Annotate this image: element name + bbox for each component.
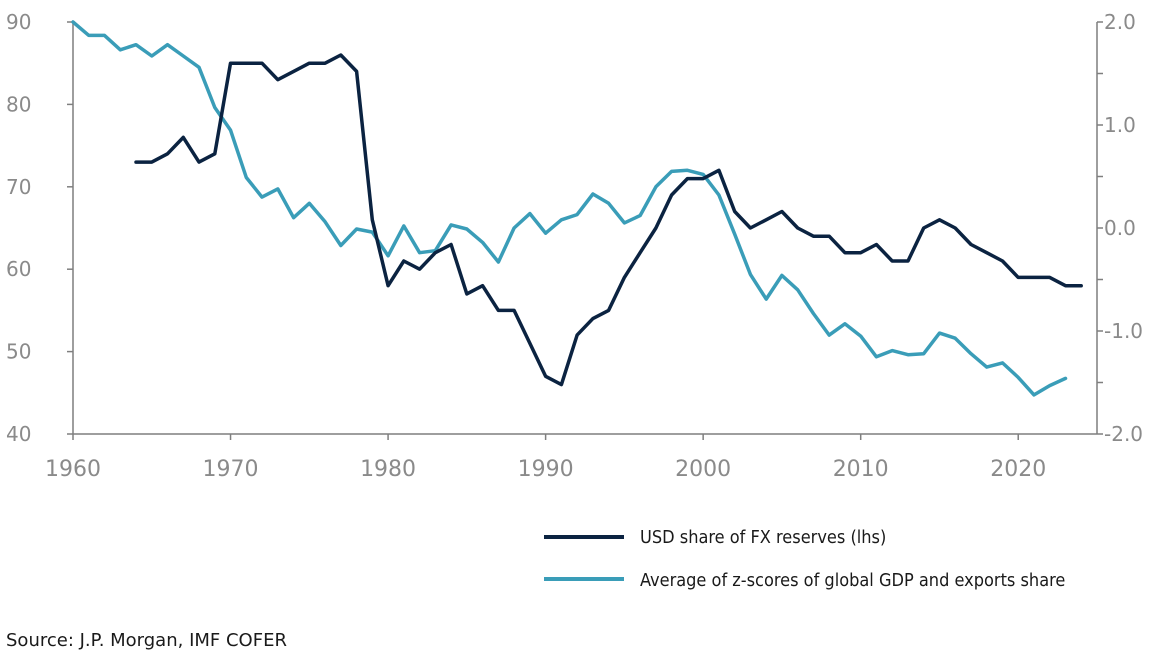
x-tick-label: 2000 [675,457,731,482]
left-y-tick-label: 80 [6,92,31,116]
legend: USD share of FX reserves (lhs) Average o… [544,527,1065,591]
x-tick-label: 1970 [203,457,259,482]
legend-label-usd: USD share of FX reserves (lhs) [640,527,886,548]
left-y-tick-label: 90 [6,10,31,34]
left-y-tick-label: 50 [6,340,31,364]
x-tick-label: 1960 [45,457,101,482]
right-y-tick-label: -1.0 [1104,319,1143,343]
x-tick-label: 2020 [990,457,1046,482]
right-y-tick-label: 0.0 [1104,216,1136,240]
right-y-tick-label: 2.0 [1104,10,1136,34]
axes: 40 50 60 70 80 90 -2.0 -1.0 0.0 1.0 2.0 1960 1970 198… [6,10,1143,482]
left-y-tick-label: 60 [6,257,31,281]
x-tick-label: 1980 [360,457,416,482]
x-tick-label: 1990 [518,457,574,482]
source-note: Source: J.P. Morgan, IMF COFER [6,630,287,651]
zscore-line [71,20,1068,397]
right-y-tick-label: -2.0 [1104,422,1143,446]
right-y-tick-label: 1.0 [1104,113,1136,137]
series-lines [71,20,1083,397]
left-y-tick-label: 70 [6,175,31,199]
legend-label-zscore: Average of z-scores of global GDP and ex… [640,570,1065,591]
left-y-tick-label: 40 [6,422,31,446]
usd-share-line [134,53,1083,387]
x-tick-label: 2010 [833,457,889,482]
